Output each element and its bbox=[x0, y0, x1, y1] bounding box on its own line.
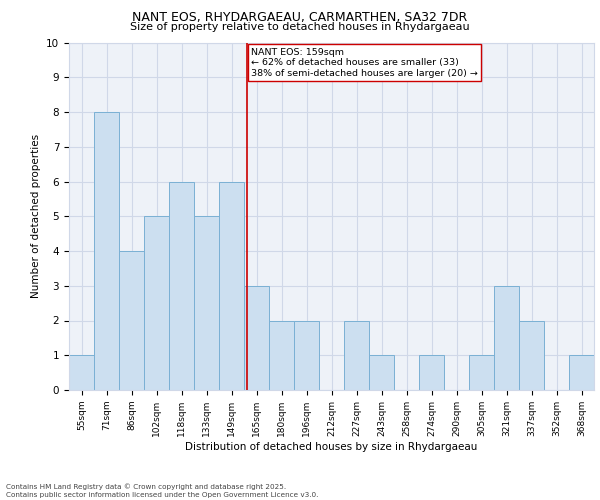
Bar bbox=[369, 355, 394, 390]
Bar bbox=[419, 355, 444, 390]
Bar bbox=[469, 355, 494, 390]
Bar bbox=[94, 112, 119, 390]
Bar bbox=[244, 286, 269, 390]
Text: NANT EOS: 159sqm
← 62% of detached houses are smaller (33)
38% of semi-detached : NANT EOS: 159sqm ← 62% of detached house… bbox=[251, 48, 478, 78]
Bar bbox=[519, 320, 544, 390]
Bar bbox=[219, 182, 244, 390]
Text: NANT EOS, RHYDARGAEAU, CARMARTHEN, SA32 7DR: NANT EOS, RHYDARGAEAU, CARMARTHEN, SA32 … bbox=[133, 11, 467, 24]
X-axis label: Distribution of detached houses by size in Rhydargaeau: Distribution of detached houses by size … bbox=[185, 442, 478, 452]
Bar bbox=[494, 286, 519, 390]
Text: Size of property relative to detached houses in Rhydargaeau: Size of property relative to detached ho… bbox=[130, 22, 470, 32]
Text: Contains HM Land Registry data © Crown copyright and database right 2025.
Contai: Contains HM Land Registry data © Crown c… bbox=[6, 484, 319, 498]
Bar bbox=[569, 355, 594, 390]
Bar bbox=[169, 182, 194, 390]
Y-axis label: Number of detached properties: Number of detached properties bbox=[31, 134, 41, 298]
Bar bbox=[144, 216, 169, 390]
Bar bbox=[119, 251, 144, 390]
Bar bbox=[269, 320, 294, 390]
Bar bbox=[194, 216, 219, 390]
Bar bbox=[69, 355, 94, 390]
Bar bbox=[294, 320, 319, 390]
Bar bbox=[344, 320, 369, 390]
